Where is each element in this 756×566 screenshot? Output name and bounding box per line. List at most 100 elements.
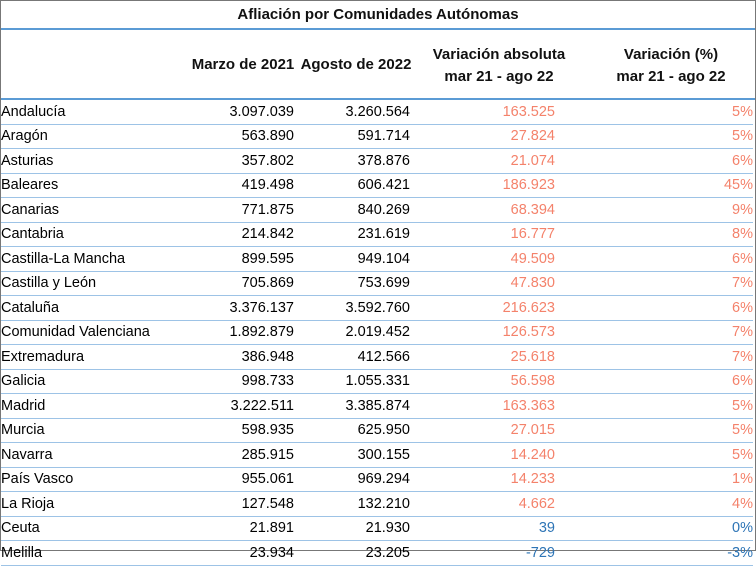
agosto-2022-cell: 231.619 [357,226,410,243]
marzo-2021-cell: 21.891 [249,520,294,537]
variacion-porcentual-cell: 1% [732,471,753,488]
variacion-porcentual-cell: 6% [732,299,753,316]
header-variacion-absoluta-title: Variación absoluta [432,46,566,63]
region-name-cell: Ceuta [1,520,40,537]
marzo-2021-cell: 563.890 [241,128,294,145]
region-name-cell: Comunidad Valenciana [1,324,150,341]
header-agosto-2022: Agosto de 2022 [300,56,412,73]
variacion-porcentual-cell: 45% [723,177,753,194]
variacion-absoluta-cell: 39 [538,520,555,537]
variacion-absoluta-cell: 163.363 [502,397,555,414]
region-name-cell: Melilla [1,544,43,561]
region-name-cell: Andalucía [1,103,66,120]
variacion-absoluta-cell: 21.074 [510,152,555,169]
variacion-porcentual-cell: 5% [732,397,753,414]
table-row: Castilla-La Mancha 899.595 949.104 49.509 6% [1,247,753,271]
variacion-porcentual-cell: 8% [732,226,753,243]
marzo-2021-cell: 419.498 [241,177,294,194]
marzo-2021-cell: 899.595 [241,250,294,267]
region-name-cell: Cantabria [1,226,64,243]
data-rows: Andalucía 3.097.039 3.260.564 163.525 5% Arag… [1,100,753,566]
marzo-2021-cell: 23.934 [249,544,294,561]
variacion-absoluta-cell: 216.623 [502,299,555,316]
agosto-2022-cell: 625.950 [357,422,410,439]
agosto-2022-cell: 3.260.564 [345,103,410,120]
variacion-absoluta-cell: 47.830 [510,275,555,292]
table-row: Cantabria 214.842 231.619 16.777 8% [1,222,753,247]
marzo-2021-cell: 3.222.511 [230,397,294,414]
variacion-absoluta-cell: 25.618 [510,348,555,365]
agosto-2022-cell: 378.876 [357,152,410,169]
table-row: Castilla y León 705.869 753.699 47.830 7% [1,271,753,296]
region-name-cell: Murcia [1,422,45,439]
marzo-2021-cell: 1.892.879 [229,324,294,341]
marzo-2021-cell: 386.948 [241,348,294,365]
column-headers: Marzo de 2021 Agosto de 2022 Variación a… [1,30,755,98]
marzo-2021-cell: 705.869 [241,275,294,292]
region-name-cell: Castilla y León [1,275,97,292]
agosto-2022-cell: 3.592.760 [345,299,410,316]
variacion-porcentual-cell: 9% [732,201,753,218]
table-row: Cataluña 3.376.137 3.592.760 216.623 6% [1,296,753,320]
agosto-2022-cell: 412.566 [357,348,410,365]
marzo-2021-cell: 3.097.039 [229,103,294,120]
agosto-2022-cell: 1.055.331 [345,373,410,390]
agosto-2022-cell: 132.210 [357,495,410,512]
marzo-2021-cell: 214.842 [241,226,294,243]
table-row: País Vasco 955.061 969.294 14.233 1% [1,467,753,492]
region-name-cell: Asturias [1,152,54,169]
region-name-cell: Baleares [1,177,59,194]
region-name-cell: La Rioja [1,495,55,512]
header-variacion-porcentual-period: mar 21 - ago 22 [616,68,726,85]
variacion-porcentual-cell: 7% [732,275,753,292]
table-row: Baleares 419.498 606.421 186.923 45% [1,173,753,198]
variacion-porcentual-cell: 5% [732,103,753,120]
table-row: Asturias 357.802 378.876 21.074 6% [1,149,753,173]
agosto-2022-cell: 949.104 [357,250,410,267]
agosto-2022-cell: 300.155 [357,446,410,463]
marzo-2021-cell: 998.733 [241,373,294,390]
agosto-2022-cell: 969.294 [357,471,410,488]
table-row: Aragón 563.890 591.714 27.824 5% [1,124,753,149]
table-row: Madrid 3.222.511 3.385.874 163.363 5% [1,394,753,418]
marzo-2021-cell: 771.875 [241,201,294,218]
variacion-porcentual-cell: 6% [732,250,753,267]
region-name-cell: Canarias [1,201,60,218]
agosto-2022-cell: 606.421 [357,177,410,194]
variacion-absoluta-cell: 186.923 [502,177,555,194]
variacion-absoluta-cell: 27.015 [510,422,555,439]
variacion-porcentual-cell: 7% [732,348,753,365]
table-title: Afliación por Comunidades Autónomas [237,6,519,23]
table-row: Canarias 771.875 840.269 68.394 9% [1,198,753,222]
variacion-porcentual-cell: 4% [732,495,753,512]
variacion-absoluta-cell: 126.573 [502,324,555,341]
header-variacion-absoluta: Variación absoluta mar 21 - ago 22 [419,44,579,88]
header-divider [1,98,755,100]
agosto-2022-cell: 2.019.452 [345,324,410,341]
variacion-porcentual-cell: 5% [732,422,753,439]
agosto-2022-cell: 21.930 [365,520,410,537]
header-marzo-2021: Marzo de 2021 [191,56,295,73]
marzo-2021-cell: 3.376.137 [229,299,294,316]
variacion-absoluta-cell: 56.598 [510,373,555,390]
variacion-absoluta-cell: 14.240 [510,446,555,463]
header-variacion-porcentual-title: Variación (%) [623,46,719,63]
marzo-2021-cell: 357.802 [241,152,294,169]
agosto-2022-cell: 840.269 [357,201,410,218]
variacion-absoluta-cell: 4.662 [518,495,555,512]
variacion-absoluta-cell: 68.394 [510,201,555,218]
variacion-porcentual-cell: 5% [732,446,753,463]
variacion-absoluta-cell: -729 [525,544,555,561]
table-row: Ceuta 21.891 21.930 39 0% [1,516,753,541]
variacion-porcentual-cell: -3% [727,544,753,561]
region-name-cell: Galicia [1,373,46,390]
title-divider [1,28,755,30]
variacion-porcentual-cell: 0% [732,520,753,537]
table-row: La Rioja 127.548 132.210 4.662 4% [1,492,753,516]
marzo-2021-cell: 285.915 [241,446,294,463]
agosto-2022-cell: 591.714 [357,128,410,145]
table-row: Andalucía 3.097.039 3.260.564 163.525 5% [1,100,753,124]
region-name-cell: Cataluña [1,299,60,316]
agosto-2022-cell: 753.699 [357,275,410,292]
table-row: Melilla 23.934 23.205 -729 -3% [1,541,753,565]
